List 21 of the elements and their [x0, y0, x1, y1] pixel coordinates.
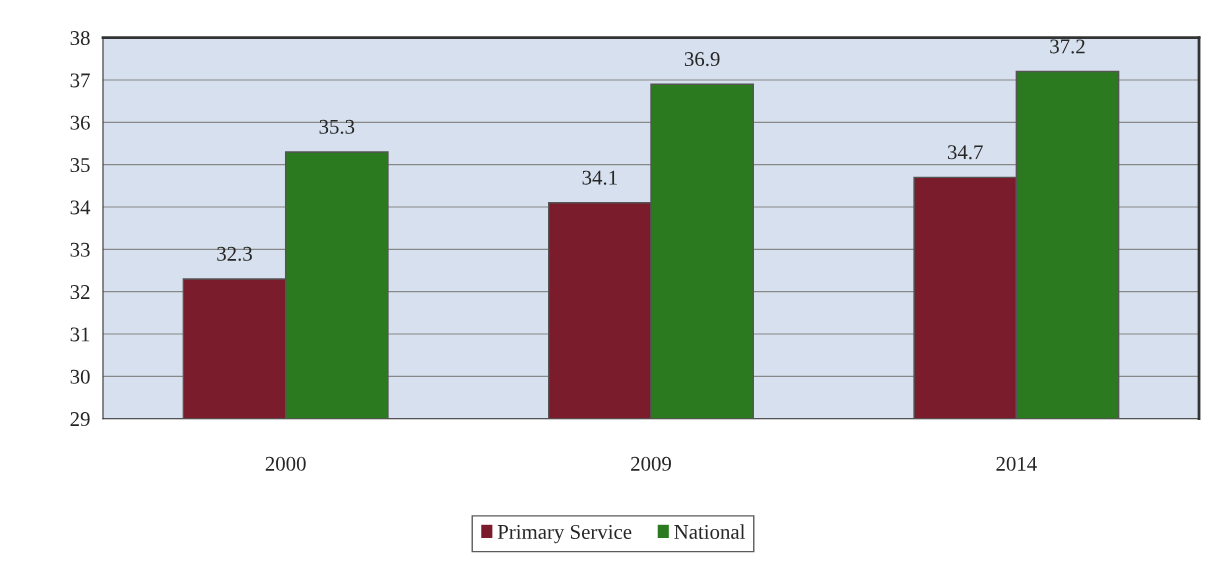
data-label: 36.9: [684, 52, 720, 67]
y-tick-label: 36: [70, 115, 90, 130]
y-tick-label: 37: [70, 73, 90, 88]
x-tick-label: 2009: [631, 456, 671, 471]
y-tick-label: 33: [70, 242, 90, 257]
data-label: 34.7: [947, 145, 983, 160]
y-tick-label: 34: [70, 200, 91, 215]
y-tick-label: 30: [70, 369, 90, 384]
y-tick-label: 35: [70, 158, 90, 173]
data-label: 32.3: [217, 246, 252, 261]
y-tick-label: 32: [70, 285, 90, 300]
legend-label: National: [674, 524, 746, 539]
y-tick-label: 31: [70, 327, 90, 342]
y-tick-label: 38: [70, 31, 90, 46]
data-label: 35.3: [319, 119, 355, 134]
y-tick-label: 29: [70, 412, 90, 427]
x-tick-label: 2014: [996, 456, 1037, 471]
x-tick-label: 2000: [265, 456, 306, 471]
legend-label: Primary Service: [497, 524, 632, 544]
data-label: 37.2: [1050, 39, 1085, 54]
data-label: 34.1: [582, 170, 617, 185]
